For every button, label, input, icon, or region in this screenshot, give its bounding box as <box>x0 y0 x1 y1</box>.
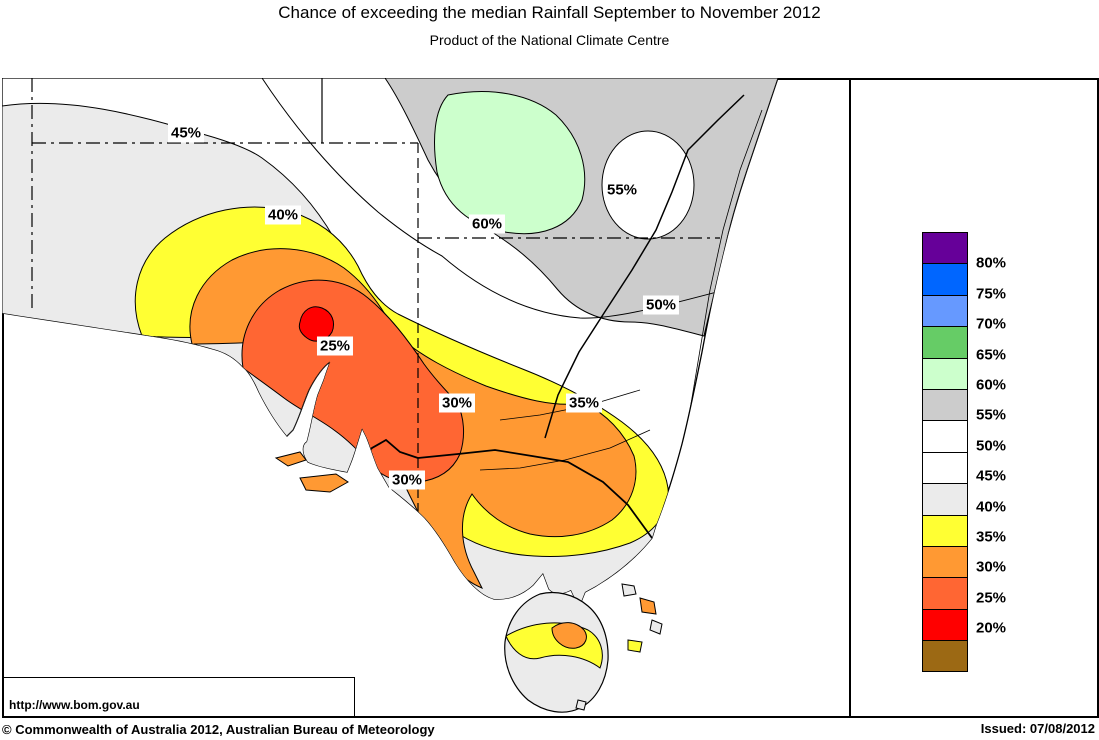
legend-label-70: 70% <box>976 315 1007 333</box>
legend-label-75: 75% <box>976 285 1007 303</box>
band-60-65 <box>434 91 586 235</box>
legend-label-65: 65% <box>976 346 1007 364</box>
legend-label-60: 60% <box>976 376 1007 394</box>
legend-swatch-2 <box>922 294 968 328</box>
url-box-border-right <box>354 677 355 716</box>
legend-swatch-6 <box>922 420 968 453</box>
contour-label-30-8: 30% <box>388 470 426 490</box>
legend-swatch-5 <box>922 388 968 422</box>
bass-strait-islands <box>575 583 663 711</box>
copyright-text: © Commonwealth of Australia 2012, Austra… <box>2 722 435 737</box>
legend-label-35: 35% <box>976 528 1007 546</box>
contour-label-60-3: 60% <box>468 214 506 234</box>
issued-date: Issued: 07/08/2012 <box>980 721 1095 736</box>
contour-label-45-0: 45% <box>167 123 205 143</box>
legend-swatch-9 <box>922 514 968 547</box>
contour-label-55-2: 55% <box>603 180 641 200</box>
legend-swatch-3 <box>922 326 968 359</box>
legend-swatch-7 <box>922 451 968 485</box>
white-bay-50-55 <box>601 130 695 240</box>
legend-swatch-1 <box>922 263 968 296</box>
page-subtitle: Product of the National Climate Centre <box>429 32 670 48</box>
legend-swatch-12 <box>922 608 968 642</box>
gulfs <box>286 361 331 437</box>
legend-label-55: 55% <box>976 406 1007 424</box>
contour-label-30-6: 30% <box>438 393 476 413</box>
legend-swatch-10 <box>922 545 968 579</box>
legend-label-40: 40% <box>976 498 1007 516</box>
contour-label-50-4: 50% <box>642 295 680 315</box>
contour-label-25-5: 25% <box>316 336 354 356</box>
page-title: Chance of exceeding the median Rainfall … <box>278 3 821 22</box>
rainfall-probability-map <box>2 78 779 713</box>
tasmania <box>504 583 663 713</box>
url-box-border <box>2 677 354 678</box>
legend <box>922 232 968 673</box>
legend-swatch-4 <box>922 357 968 390</box>
contour-label-35-7: 35% <box>565 393 603 413</box>
legend-label-25: 25% <box>976 589 1007 607</box>
legend-label-20: 20% <box>976 619 1007 637</box>
legend-label-80: 80% <box>976 254 1007 272</box>
kangaroo-island <box>274 451 349 493</box>
legend-label-50: 50% <box>976 437 1007 455</box>
band-20-25 <box>298 306 335 342</box>
source-url: http://www.bom.gov.au <box>9 698 140 712</box>
state-borders <box>31 78 720 512</box>
legend-swatch-8 <box>922 483 968 516</box>
legend-label-30: 30% <box>976 558 1007 576</box>
legend-swatch-13 <box>922 640 968 673</box>
legend-swatch-11 <box>922 577 968 610</box>
contour-label-40-1: 40% <box>264 205 302 225</box>
legend-swatch-0 <box>922 232 968 265</box>
band-25-30 <box>241 279 465 483</box>
legend-label-45: 45% <box>976 467 1007 485</box>
map-legend-divider <box>849 78 851 716</box>
